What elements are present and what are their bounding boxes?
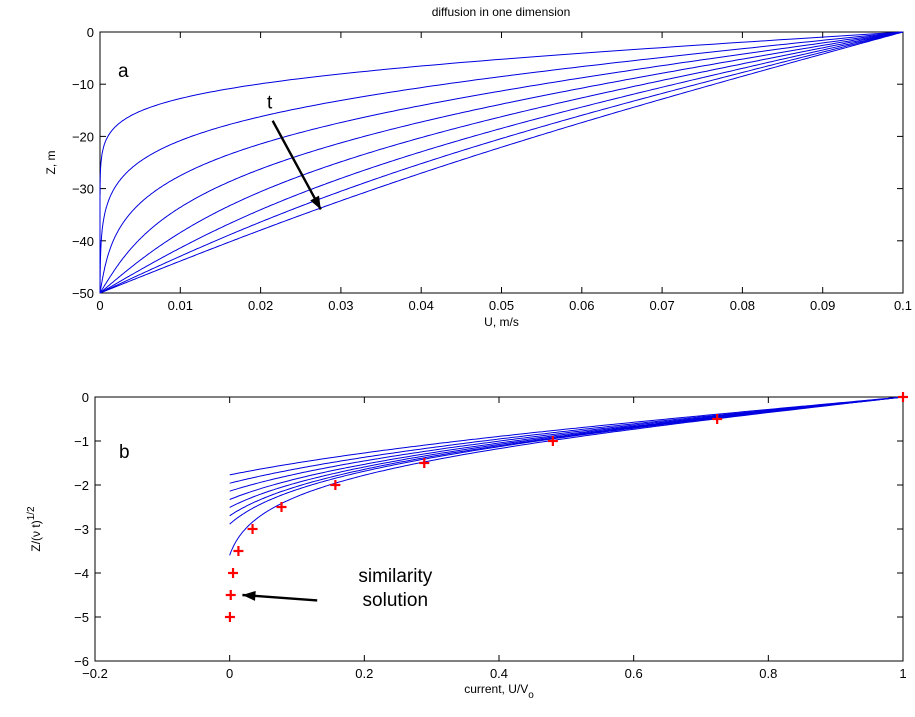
similarity-marker [712,414,723,424]
y-axis-label-sup: 1/2 [26,506,37,520]
annotation-t: t [267,93,273,114]
panel-label: b [119,442,130,463]
panel-label: a [118,61,129,82]
y-tick-label: −1 [74,434,89,449]
similarity-marker [233,546,244,556]
x-tick-label: 0.08 [730,298,755,313]
similarity-marker [224,612,235,622]
similarity-marker [276,502,287,512]
similarity-marker [247,524,258,534]
series-line [99,31,904,294]
x-tick-label: 0.07 [649,298,674,313]
annotation-similarity-line: similarity [358,566,432,587]
series-line [99,31,904,294]
x-axis-label-main: current, U/V [464,682,528,696]
similarity-marker [225,590,236,600]
x-tick-label: 1 [899,666,906,681]
x-axis-label-sub: o [528,690,534,701]
plot-frame [99,31,904,294]
annotation-similarity-line: solution [363,590,429,611]
chart-title: diffusion in one dimension [432,5,571,19]
series-line [229,396,904,556]
x-tick-label: 0 [96,298,103,313]
x-tick-label: −0.2 [82,666,108,681]
similarity-marker [419,458,430,468]
panel-b: −0.2 0 0.2 0.4 0.6 0.8 1 0 −1 −2 −3 −4 −5 −6 Z/(ν t)1/… [26,390,908,701]
y-tick-label: −3 [74,522,89,537]
x-tick-label: 0.1 [894,298,912,313]
y-tick-label: −4 [74,566,89,581]
series-line [99,31,904,294]
series-line [99,31,904,294]
arrow-similarity-head [242,590,256,601]
similarity-marker [228,568,239,578]
y-tick-label: −5 [74,610,89,625]
y-axis-label-main: Z/(ν t) [29,520,43,551]
y-tick-label: −20 [72,129,94,144]
series-line [229,396,904,492]
arrow-t-shaft [271,120,322,211]
y-tick-label: −50 [72,286,94,301]
series-line [229,396,904,525]
x-tick-label: 0.2 [355,666,373,681]
series-line [229,396,904,508]
series-line [229,396,904,476]
x-tick-label: 0.09 [810,298,835,313]
x-tick-label: 0.4 [490,666,508,681]
y-tick-label: 0 [82,390,89,405]
y-axis-label: Z, m [44,151,58,175]
series-line [99,31,904,294]
series-line [229,396,904,484]
x-tick-label: 0.8 [759,666,777,681]
arrow-t-head [310,195,321,210]
x-tick-label: 0.03 [328,298,353,313]
x-axis-label: U, m/s [484,315,519,329]
similarity-marker [898,392,908,402]
x-tick-label: 0 [226,666,233,681]
series-line [99,31,904,294]
y-tick-label: −6 [74,654,89,669]
x-tick-label: 0.02 [248,298,273,313]
similarity-marker [330,480,341,490]
y-tick-label: −40 [72,234,94,249]
x-tick-label: 0.01 [168,298,193,313]
y-tick-label: 0 [87,25,94,40]
series-line [99,31,904,293]
panel-a: 0 0.01 0.02 0.03 0.04 0.05 0.06 0.07 0.08 0.09 0.1… [44,25,912,329]
x-tick-label: 0.06 [569,298,594,313]
x-tick-label: 0.05 [489,298,514,313]
similarity-marker [547,436,558,446]
y-axis-label: Z/(ν t)1/2 [26,506,43,552]
x-tick-label: 0.6 [625,666,643,681]
y-tick-label: −30 [72,182,94,197]
x-axis-label: current, U/Vo [464,682,534,701]
y-tick-label: −10 [72,77,94,92]
series-line [99,31,904,293]
x-tick-label: 0.04 [409,298,434,313]
series-line [229,396,904,517]
y-tick-label: −2 [74,478,89,493]
